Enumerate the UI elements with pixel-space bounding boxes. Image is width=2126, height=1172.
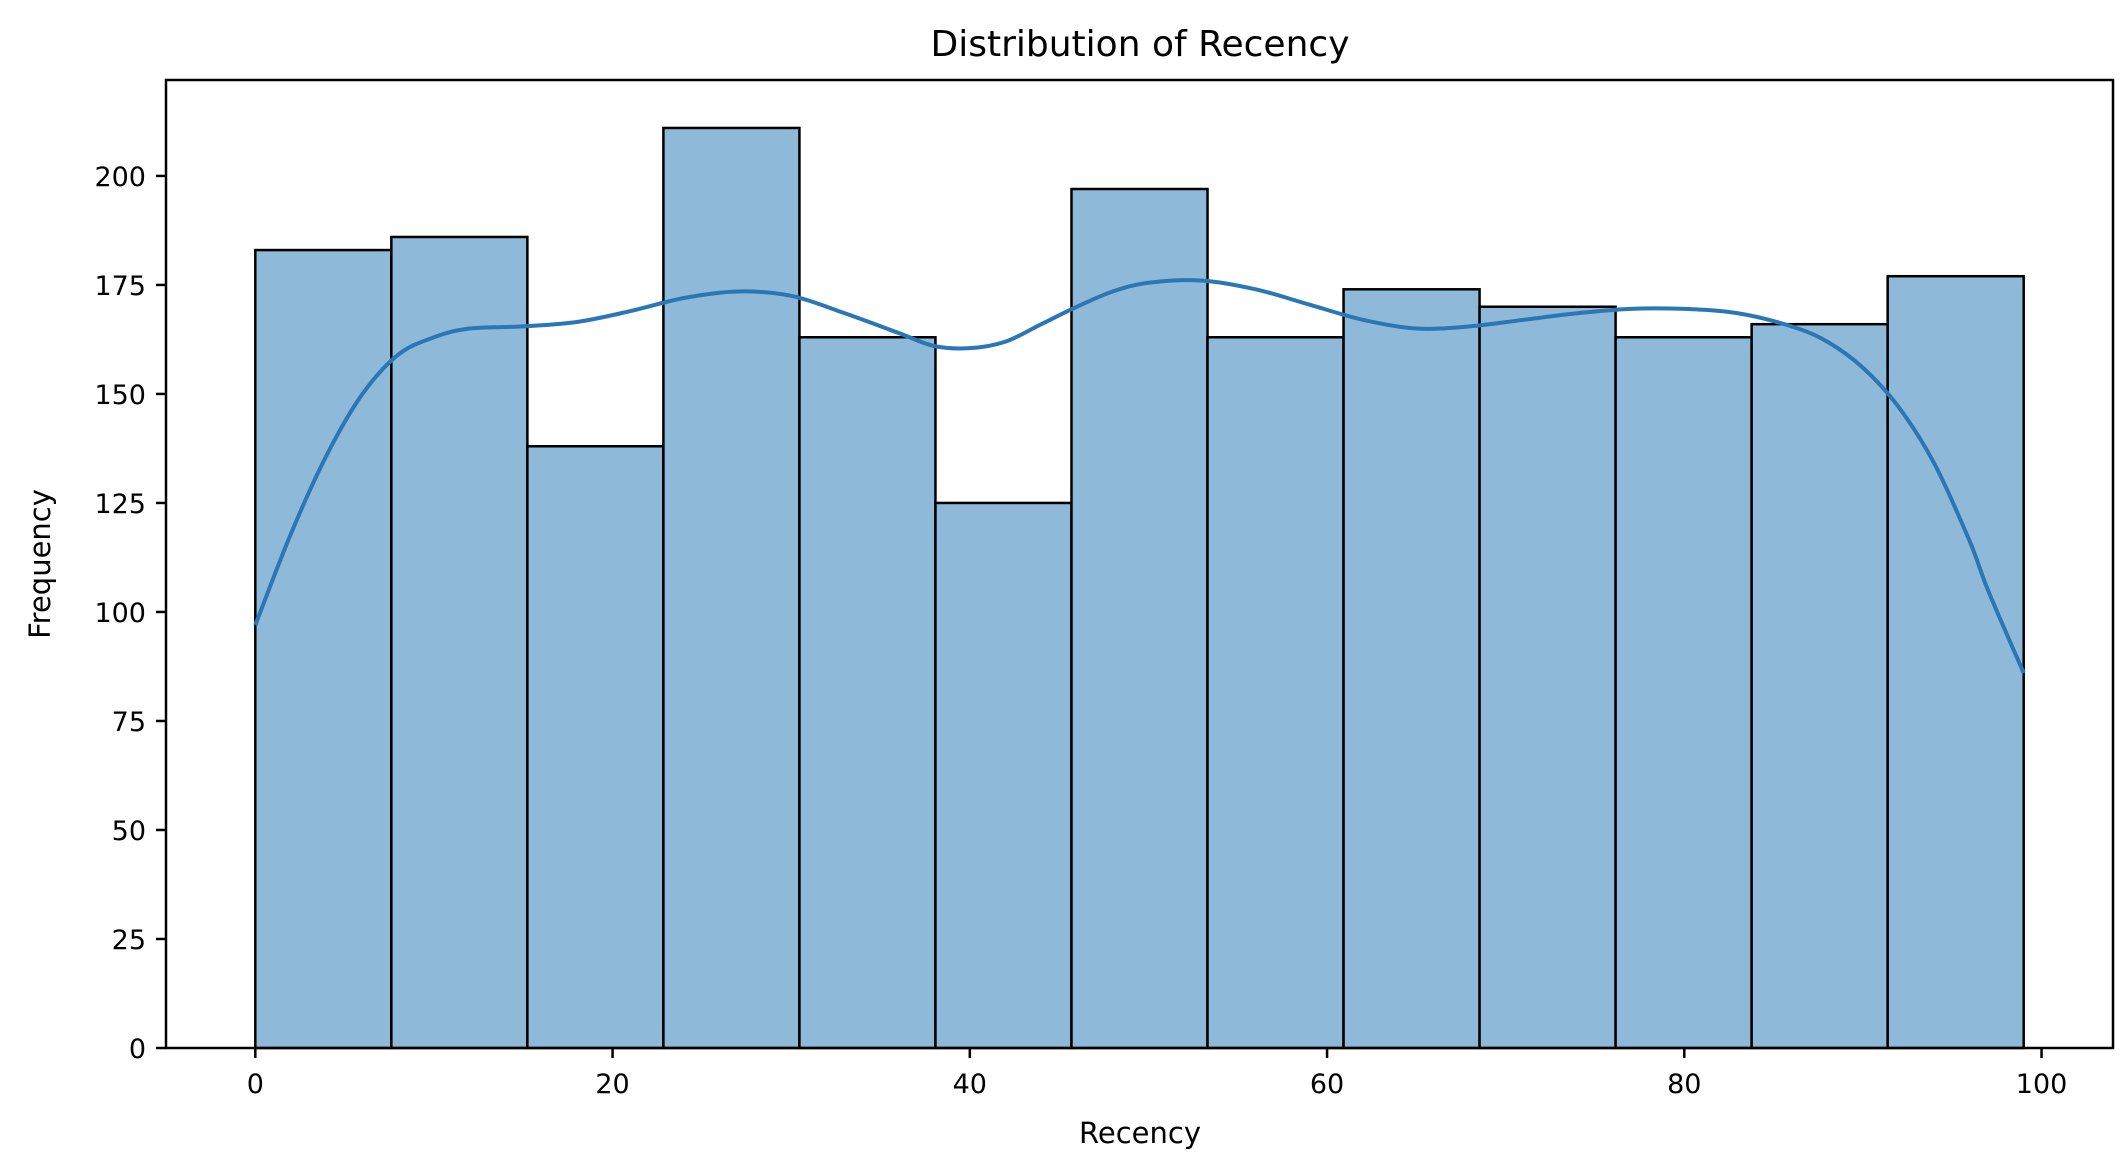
x-tick-label: 60 — [1310, 1069, 1344, 1100]
histogram-bar — [1886, 274, 2025, 1050]
histogram-bar — [1342, 288, 1481, 1050]
histogram-bar — [1614, 336, 1753, 1050]
y-tick-label: 75 — [112, 707, 146, 738]
bars-group — [254, 126, 2025, 1050]
y-tick-label: 50 — [112, 816, 146, 847]
y-tick-label: 125 — [94, 489, 146, 520]
histogram-bar — [1206, 336, 1345, 1050]
histogram-bar — [1070, 187, 1209, 1050]
y-axis: 0 25 50 75 100 125 150 175 200 — [94, 162, 166, 1065]
x-axis-label: Recency — [1079, 1116, 1201, 1150]
histogram-bar — [390, 235, 529, 1050]
histogram-bar — [526, 445, 665, 1050]
x-tick-label: 20 — [595, 1069, 629, 1100]
histogram-bar — [934, 501, 1073, 1050]
histogram-bar — [798, 336, 937, 1050]
histogram-bar — [1750, 322, 1889, 1050]
y-tick-label: 200 — [94, 162, 146, 193]
kde-curve — [253, 278, 2026, 674]
x-tick-label: 40 — [953, 1069, 987, 1100]
histogram-bar — [1478, 305, 1617, 1050]
y-tick-label: 100 — [94, 598, 146, 629]
y-tick-label: 0 — [129, 1034, 146, 1065]
y-tick-label: 150 — [94, 380, 146, 411]
x-axis: 0 20 40 60 80 100 — [247, 1048, 2068, 1100]
y-tick-label: 25 — [112, 925, 146, 956]
x-tick-label: 80 — [1667, 1069, 1701, 1100]
histogram-bar — [254, 248, 393, 1050]
x-tick-label: 100 — [2016, 1069, 2068, 1100]
histogram-bar — [662, 126, 801, 1050]
chart-title: Distribution of Recency — [930, 24, 1349, 65]
y-tick-label: 175 — [94, 271, 146, 302]
plot-frame — [164, 78, 2115, 1050]
y-axis-label: Frequency — [23, 489, 57, 639]
x-tick-label: 0 — [247, 1069, 264, 1100]
